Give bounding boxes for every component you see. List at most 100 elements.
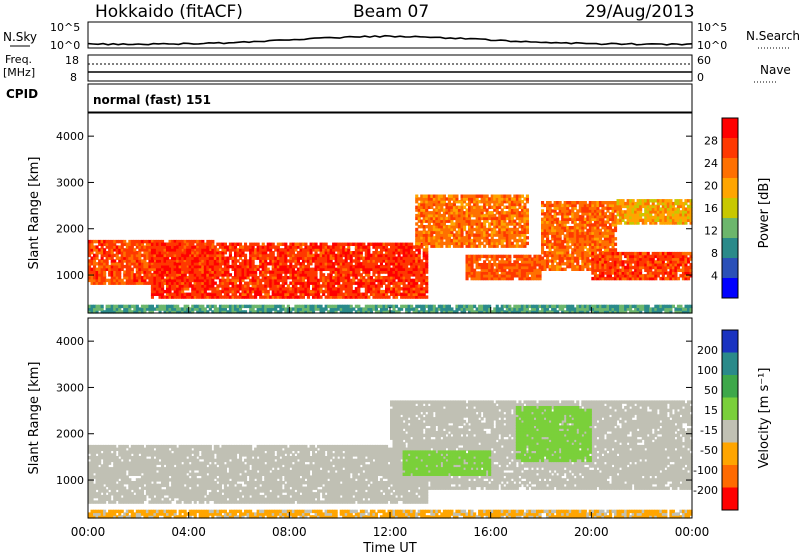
heatmap-cell [234,245,238,249]
heatmap-cell [364,278,368,283]
heatmap-cell [191,270,195,274]
heatmap-cell [354,242,358,246]
heatmap-cell [115,270,119,274]
heatmap-cell [304,267,308,271]
heatmap-cell [208,278,212,283]
heatmap-cell [108,256,112,260]
heatmap-cell [178,267,182,271]
heatmap-cell [251,287,255,291]
heatmap-cell [289,259,293,263]
heatmap-cell [239,245,243,249]
heatmap-cell [352,259,356,263]
heatmap-cell [359,242,363,246]
heatmap-cell [334,281,338,285]
heatmap-cell [254,284,258,288]
heatmap-cell [153,289,157,294]
heatmap-cell [211,242,215,246]
heatmap-cell [163,281,167,285]
heatmap-cell [264,253,268,258]
heatmap-cell [246,281,250,285]
heatmap-cell [181,242,185,246]
heatmap-cell [306,278,310,283]
heatmap-cell [183,239,187,244]
heatmap-cell [145,264,149,269]
heatmap-cell [327,284,331,288]
heatmap-cell [322,292,326,296]
heatmap-cell [176,273,180,277]
heatmap-cell [208,259,212,263]
heatmap-cell [379,292,383,296]
heatmap-cell [193,248,197,252]
heatmap-cell [256,245,260,249]
heatmap-cell [221,251,225,255]
heatmap-cell [100,270,104,274]
heatmap-cell [168,289,172,294]
heatmap-cell [299,284,303,288]
heatmap-cell [168,248,172,252]
heatmap-cell [254,251,258,255]
cpid-label: CPID [6,87,38,101]
heatmap-cell [249,281,253,285]
heatmap-cell [143,264,147,269]
heatmap-cell [191,245,195,249]
heatmap-cell [100,281,104,285]
heatmap-cell [226,284,230,288]
heatmap-cell [249,267,253,271]
heatmap-cell [314,251,318,255]
heatmap-cell [289,248,293,252]
heatmap-cell [306,287,310,291]
heatmap-cell [244,281,248,285]
heatmap-cell [88,276,92,280]
heatmap-cell [90,278,94,283]
heatmap-cell [385,256,389,260]
heatmap-cell [359,262,363,266]
heatmap-cell [317,256,321,260]
heatmap-cell [226,289,230,294]
heatmap-cell [319,245,323,249]
heatmap-cell [181,289,185,294]
heatmap-cell [244,270,248,274]
heatmap-cell [281,281,285,285]
heatmap-cell [309,259,313,263]
heatmap-cell [261,253,265,258]
power-heatmap [88,194,693,314]
heatmap-cell [387,281,391,285]
heatmap-cell [276,270,280,274]
heatmap-cell [349,270,353,274]
heatmap-cell [299,262,303,266]
heatmap-cell [186,253,190,258]
heatmap-cell [168,281,172,285]
heatmap-cell [337,284,341,288]
heatmap-cell [148,262,152,266]
heatmap-cell [314,270,318,274]
heatmap-cell [369,284,373,288]
heatmap-cell [203,245,207,249]
heatmap-cell [281,242,285,246]
heatmap-cell [166,281,170,285]
heatmap-cell [90,270,94,274]
heatmap-cell [385,264,389,269]
heatmap-cell [254,289,258,294]
heatmap-cell [171,239,175,244]
heatmap-cell [125,245,129,249]
heatmap-cell [173,242,177,246]
heatmap-cell [203,281,207,285]
heatmap-cell [301,251,305,255]
heatmap-cell [286,284,290,288]
heatmap-cell [90,256,94,260]
heatmap-cell [176,264,180,269]
heatmap-cell [291,287,295,291]
heatmap-cell [324,276,328,280]
heatmap-cell [322,276,326,280]
heatmap-cell [241,251,245,255]
heatmap-cell [168,295,172,299]
heatmap-cell [176,251,180,255]
heatmap-cell [93,281,97,285]
heatmap-cell [191,242,195,246]
heatmap-cell [347,287,351,291]
heatmap-cell [166,253,170,258]
heatmap-cell [203,287,207,291]
heatmap-cell [367,273,371,277]
heatmap-cell [145,281,149,285]
heatmap-cell [148,259,152,263]
